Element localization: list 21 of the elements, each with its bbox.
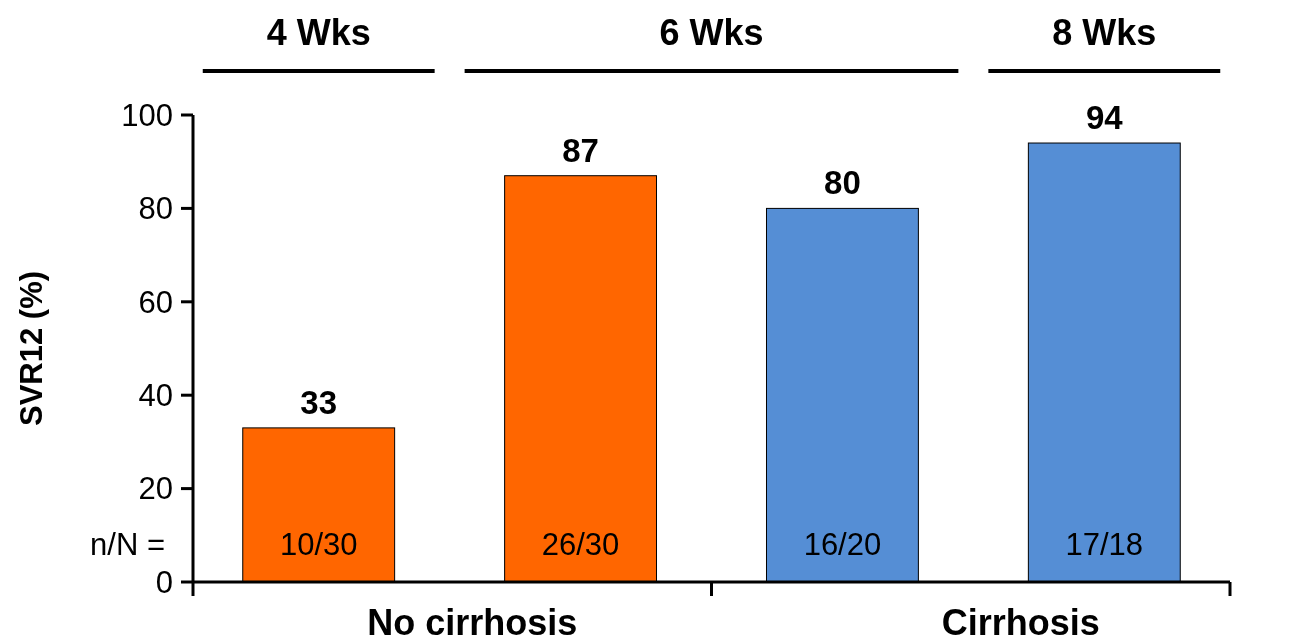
y-tick-label: 80 xyxy=(138,191,173,227)
annotation: 26/30 xyxy=(541,527,620,562)
y-tick-label: 100 xyxy=(121,97,173,133)
text: n/N = xyxy=(90,527,165,562)
y-axis-title: SVR12 (%) xyxy=(14,270,49,427)
data-label: 33 xyxy=(300,383,338,421)
y-tick-label: 40 xyxy=(138,378,173,414)
text: No cirrhosis xyxy=(367,602,578,643)
annotation: 16/20 xyxy=(803,527,882,562)
data-label: 80 xyxy=(824,164,861,202)
text: 8 Wks xyxy=(1052,12,1157,53)
y-tick-label: 20 xyxy=(138,471,173,507)
text: Cirrhosis xyxy=(941,602,1100,643)
data-label: 87 xyxy=(562,131,599,169)
annotation: 17/18 xyxy=(1065,527,1144,562)
annotation: 10/30 xyxy=(279,527,358,562)
text: 4 Wks xyxy=(266,12,371,53)
text: 6 Wks xyxy=(659,12,764,53)
y-tick-label: 60 xyxy=(138,284,173,320)
y-tick-label: 0 xyxy=(155,564,173,600)
data-label: 94 xyxy=(1085,99,1124,137)
